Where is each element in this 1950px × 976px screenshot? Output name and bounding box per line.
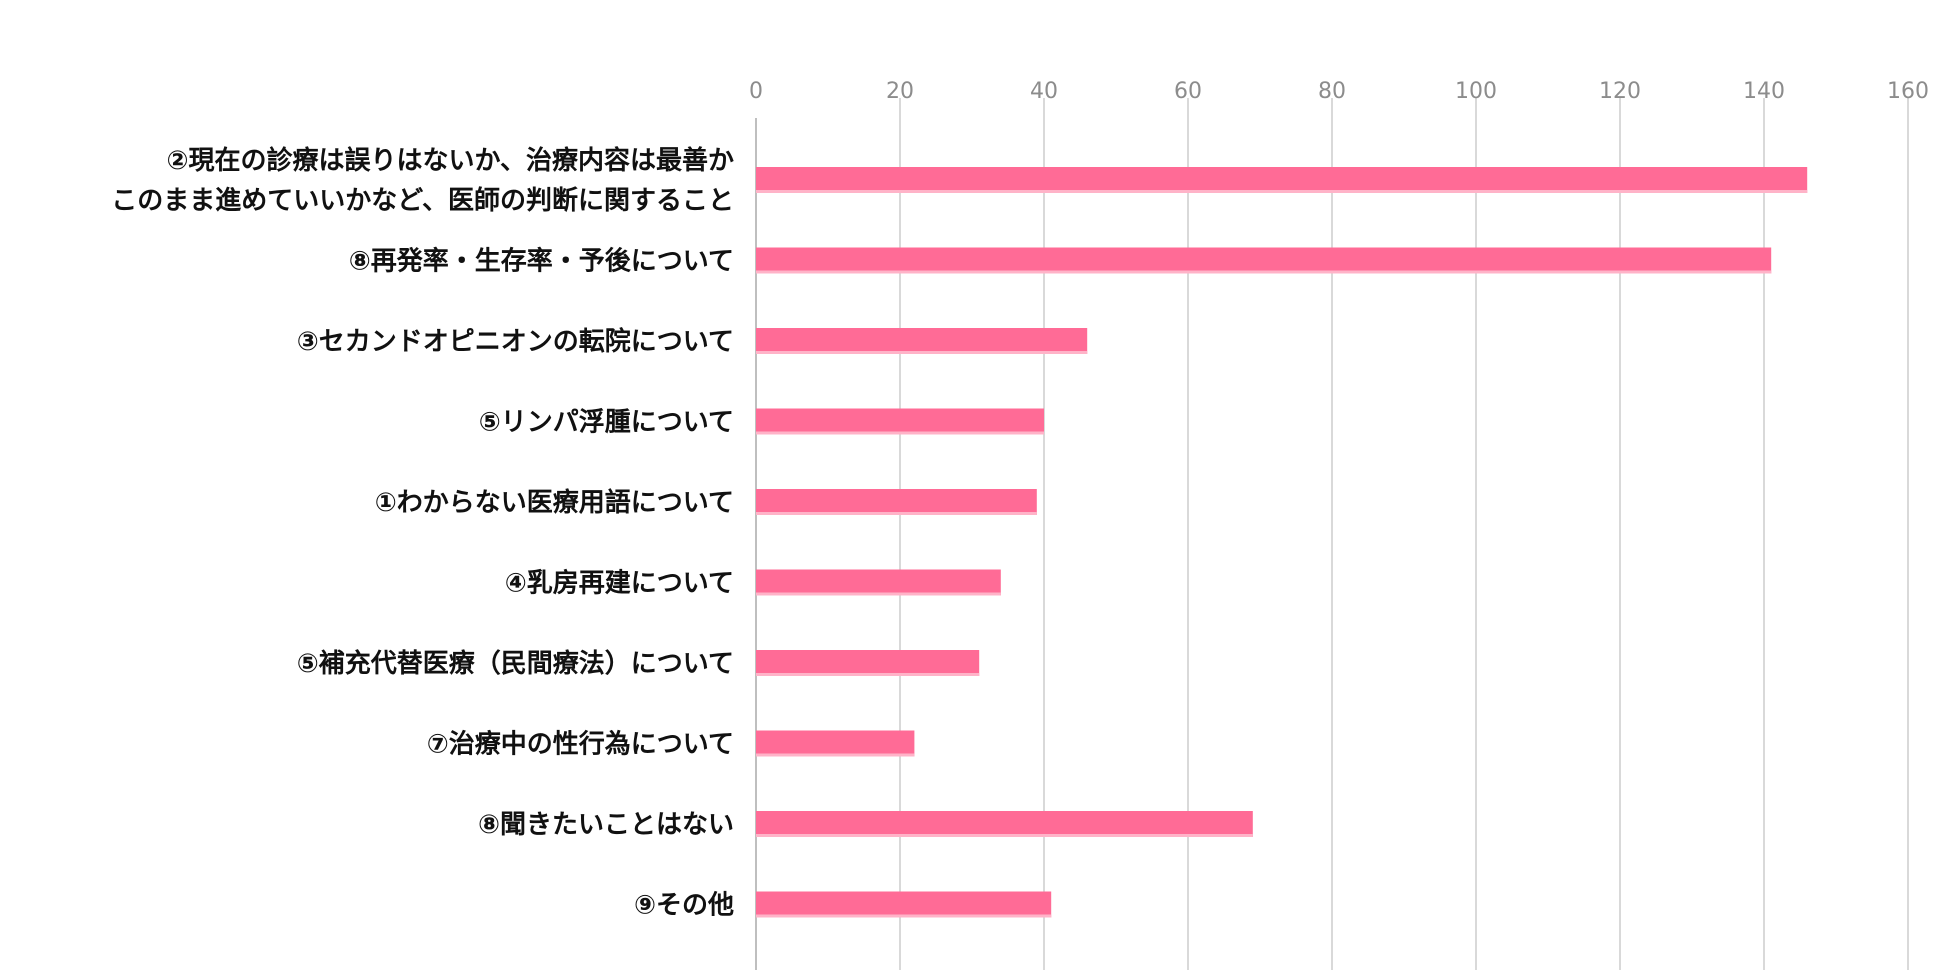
x-tick-label-100: 100 — [1455, 79, 1497, 104]
bar-edge-1 — [756, 190, 1808, 193]
category-label-1-line-1: ②現在の診療は誤りはないか、治療内容は最善か — [167, 145, 735, 176]
category-label-9: ⑧聞きたいことはない — [478, 810, 734, 840]
x-tick-label-0: 0 — [749, 79, 763, 104]
bar-2 — [756, 247, 1772, 274]
bar-edge-3 — [756, 351, 1088, 354]
category-label-1-line-2: このまま進めていいかなど、医師の判断に関すること — [111, 185, 734, 216]
bar-9 — [756, 811, 1253, 837]
x-tick-label-140: 140 — [1743, 79, 1785, 104]
bar-edge-6 — [756, 592, 1001, 596]
x-tick-label-120: 120 — [1599, 79, 1641, 104]
bar-8 — [756, 730, 915, 757]
bar-edge-2 — [756, 270, 1772, 274]
category-label-5: ①わからない医療用語について — [375, 487, 734, 518]
bar-edge-4 — [756, 431, 1044, 435]
bar-5 — [756, 489, 1037, 515]
bar-1 — [756, 167, 1808, 193]
bar-edge-10 — [756, 914, 1052, 918]
bar-10 — [756, 891, 1052, 918]
category-label-3: ③セカンドオピニオンの転院について — [297, 326, 734, 357]
category-label-2: ⑧再発率・生存率・予後について — [349, 246, 734, 277]
bar-edge-7 — [756, 673, 980, 676]
bar-4 — [756, 408, 1044, 435]
bar-edge-8 — [756, 753, 915, 757]
x-tick-label-80: 80 — [1318, 79, 1346, 104]
category-label-4: ⑤リンパ浮腫について — [479, 408, 734, 438]
category-label-7: ⑤補充代替医療（民間療法）について — [297, 648, 734, 679]
bar-6 — [756, 569, 1001, 596]
x-tick-label-160: 160 — [1887, 79, 1929, 104]
category-label-8: ⑦治療中の性行為について — [427, 729, 734, 760]
x-tick-label-20: 20 — [886, 79, 914, 104]
x-tick-label-60: 60 — [1174, 79, 1202, 104]
bar-edge-5 — [756, 512, 1037, 515]
category-label-6: ④乳房再建について — [505, 569, 734, 599]
bar-7 — [756, 650, 980, 676]
category-label-10: ⑨その他 — [634, 891, 734, 921]
x-tick-label-40: 40 — [1030, 79, 1058, 104]
bar-edge-9 — [756, 834, 1253, 837]
bar-3 — [756, 328, 1088, 354]
